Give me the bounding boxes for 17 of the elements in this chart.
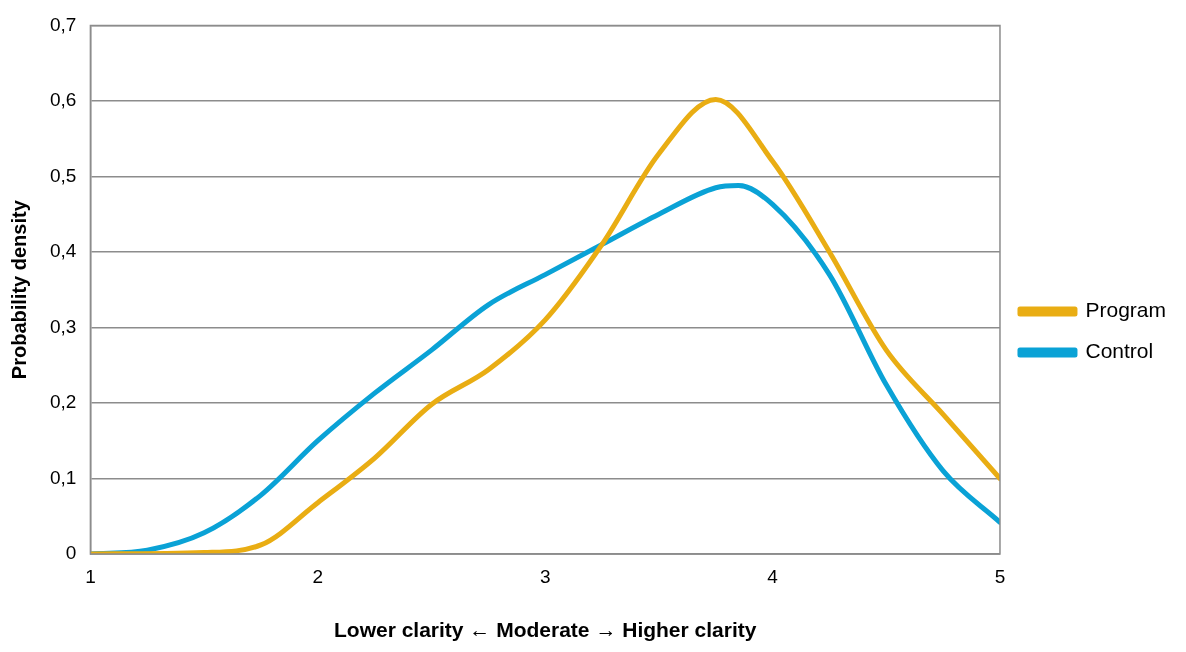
y-tick-label: 0,7 bbox=[49, 13, 77, 35]
x-tick-label: 4 bbox=[767, 565, 779, 587]
x-tick-label: 2 bbox=[312, 565, 324, 587]
x-axis-title: Lower clarity ← Moderate → Higher clarity bbox=[333, 618, 757, 642]
y-tick-label: 0,6 bbox=[49, 89, 77, 111]
x-tick-label: 1 bbox=[85, 565, 96, 587]
x-tick-label: 3 bbox=[539, 565, 551, 587]
y-tick-label: 0,2 bbox=[49, 391, 77, 413]
y-tick-label: 0,5 bbox=[49, 164, 77, 186]
y-tick-label: 0,4 bbox=[49, 240, 77, 262]
y-axis-title: Probability density bbox=[7, 199, 30, 380]
y-tick-label: 0,3 bbox=[49, 315, 77, 337]
legend-label: Control bbox=[1085, 339, 1154, 363]
x-tick-label: 5 bbox=[994, 565, 1006, 587]
y-tick-label: 0 bbox=[65, 542, 77, 564]
legend-label: Program bbox=[1085, 298, 1167, 322]
y-tick-label: 0,1 bbox=[49, 466, 77, 488]
